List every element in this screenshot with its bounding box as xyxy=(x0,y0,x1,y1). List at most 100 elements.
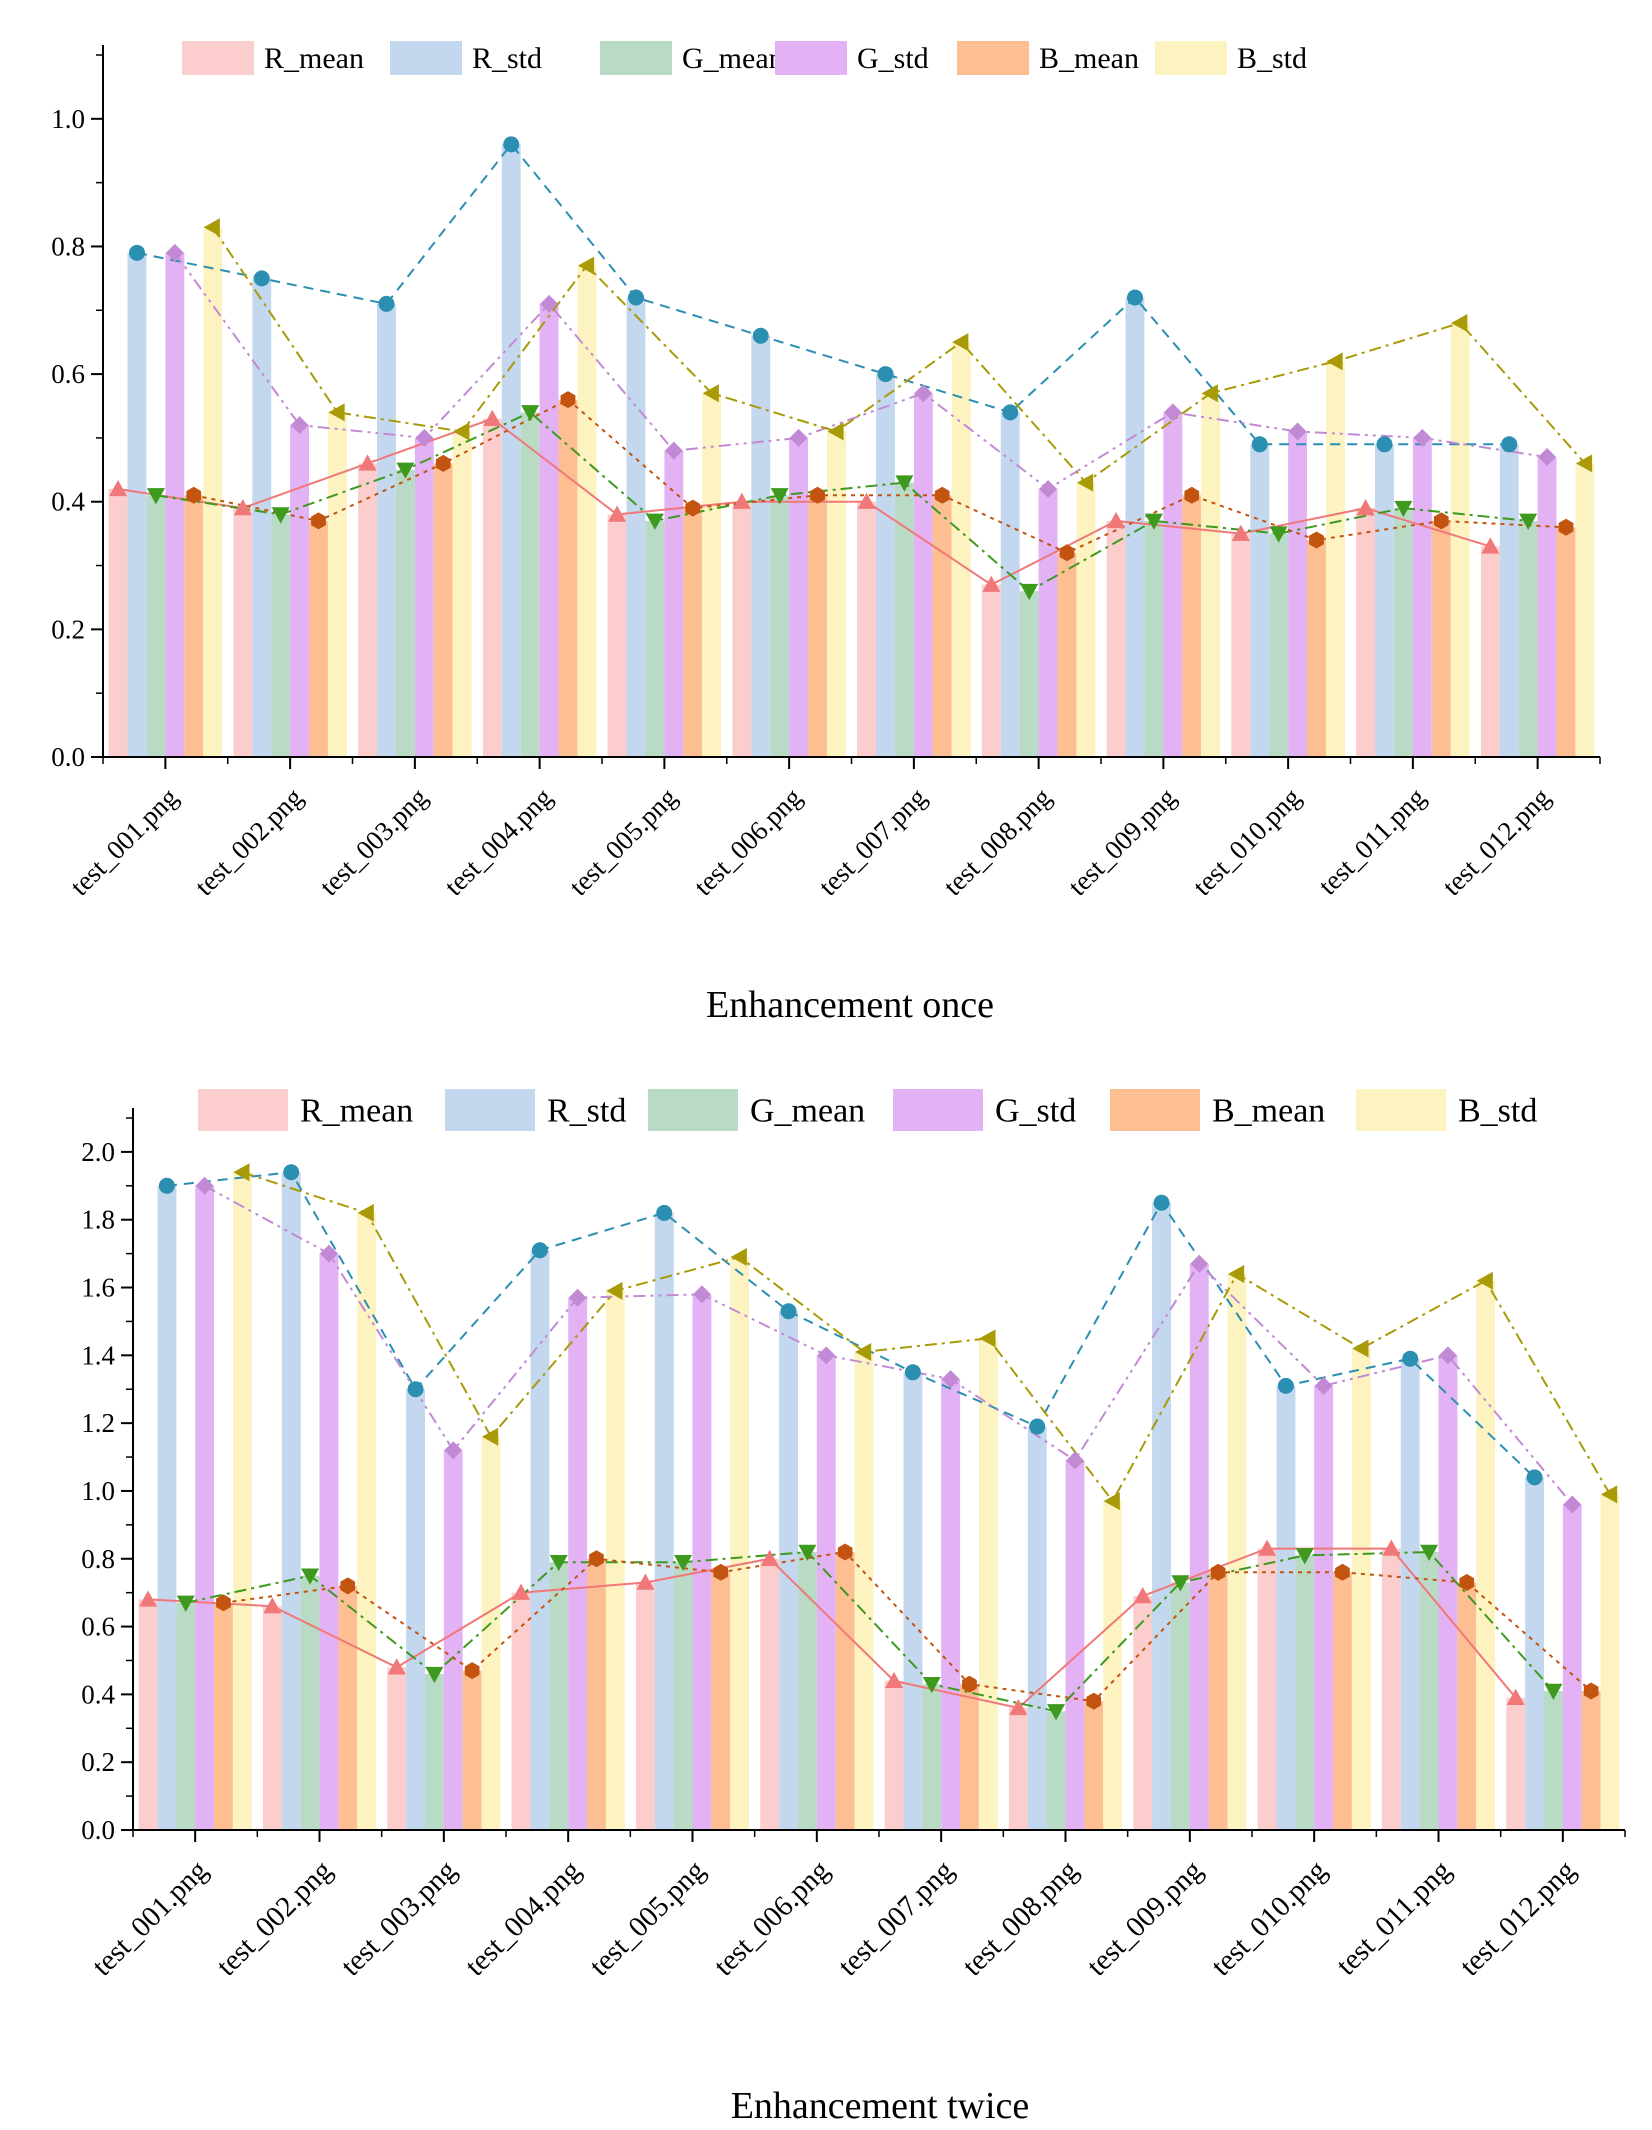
bar-G_mean-11 xyxy=(1394,508,1413,757)
bar-G_std-8 xyxy=(1065,1460,1085,1830)
marker-G_std-11 xyxy=(1413,428,1432,447)
marker-G_mean-3 xyxy=(425,1666,444,1684)
bar-R_std-11 xyxy=(1400,1358,1420,1830)
legend-swatch-R_mean xyxy=(198,1089,288,1131)
marker-R_std-6 xyxy=(752,327,769,344)
line-G_std xyxy=(204,1184,1574,1506)
marker-G_std-2 xyxy=(319,1244,338,1263)
bar-B_mean-5 xyxy=(683,508,703,757)
bar-R_std-10 xyxy=(1250,444,1270,757)
bar-G_mean-7 xyxy=(922,1684,942,1830)
y-tick-label: 0.6 xyxy=(81,1612,115,1642)
bar-G_std-8 xyxy=(1038,489,1058,757)
y-tick-label: 0.0 xyxy=(51,742,85,772)
bar-R_std-11 xyxy=(1375,444,1394,757)
bar-R_std-8 xyxy=(1000,412,1020,757)
marker-B_std-8 xyxy=(1076,473,1094,492)
marker-G_std-9 xyxy=(1163,403,1182,422)
bar-R_std-1 xyxy=(127,252,147,758)
marker-B_std-3 xyxy=(481,1427,499,1446)
bar-B_mean-4 xyxy=(587,1558,606,1830)
axes xyxy=(121,1108,1626,1842)
legend-swatch-G_mean xyxy=(648,1089,738,1131)
marker-B_std-10 xyxy=(1352,1339,1369,1358)
marker-B_std-1 xyxy=(203,218,220,237)
bar-R_mean-11 xyxy=(1356,508,1375,757)
marker-R_mean-3 xyxy=(358,454,377,471)
bar-R_mean-6 xyxy=(732,501,752,757)
bar-R_mean-11 xyxy=(1381,1548,1401,1830)
x-tick-label: test_004.png xyxy=(459,1854,587,1982)
bar-B_mean-12 xyxy=(1581,1691,1601,1830)
bar-R_mean-5 xyxy=(635,1582,655,1830)
bar-G_mean-5 xyxy=(673,1562,693,1830)
bar-B_mean-6 xyxy=(835,1552,855,1830)
y-tick-label: 2.0 xyxy=(81,1137,115,1167)
bar-G_mean-12 xyxy=(1518,520,1538,757)
bar-G_std-12 xyxy=(1537,457,1557,757)
marker-R_mean-1 xyxy=(139,1590,158,1607)
marker-G_std-5 xyxy=(664,441,683,460)
bar-R_std-12 xyxy=(1525,1477,1544,1830)
bar-G_std-4 xyxy=(568,1297,588,1830)
bar-G_std-7 xyxy=(941,1379,961,1830)
marker-B_std-12 xyxy=(1575,454,1593,473)
x-tick-label: test_009.png xyxy=(1062,782,1181,901)
marker-R_mean-5 xyxy=(636,1573,655,1590)
bar-G_mean-1 xyxy=(146,495,166,757)
legend-swatch-G_std xyxy=(775,41,847,75)
marker-R_mean-7 xyxy=(857,492,876,509)
marker-R_mean-7 xyxy=(885,1671,904,1689)
marker-B_mean-7 xyxy=(934,486,950,504)
bar-R_std-12 xyxy=(1499,444,1519,757)
legend-label-B_std: B_std xyxy=(1458,1093,1537,1130)
bar-B_mean-10 xyxy=(1333,1572,1352,1830)
marker-R_std-9 xyxy=(1153,1194,1170,1211)
marker-B_mean-12 xyxy=(1583,1682,1599,1700)
bar-B_mean-12 xyxy=(1556,527,1576,757)
bar-B_std-7 xyxy=(951,342,971,757)
x-tick-label: test_008.png xyxy=(938,782,1057,901)
bar-B_std-7 xyxy=(978,1338,998,1830)
bar-G_std-4 xyxy=(539,303,559,757)
marker-R_std-2 xyxy=(253,270,270,287)
marker-G_mean-11 xyxy=(1394,500,1413,518)
marker-G_std-12 xyxy=(1538,448,1557,467)
marker-R_std-5 xyxy=(656,1204,673,1221)
marker-B_mean-9 xyxy=(1210,1563,1226,1581)
y-tick-labels: 0.0 0.2 0.4 0.6 0.8 1.0 xyxy=(51,104,85,772)
bar-G_std-1 xyxy=(195,1185,215,1830)
marker-R_std-12 xyxy=(1526,1469,1543,1486)
bar-G_std-11 xyxy=(1412,437,1432,757)
marker-G_std-12 xyxy=(1563,1495,1582,1514)
bar-G_mean-6 xyxy=(798,1552,817,1830)
chart-title: Enhancement once xyxy=(706,984,994,1026)
bar-G_std-1 xyxy=(165,252,185,758)
marker-G_mean-12 xyxy=(1519,513,1538,530)
bar-B_mean-9 xyxy=(1182,495,1202,757)
marker-G_std-4 xyxy=(568,1288,587,1307)
bar-G_mean-4 xyxy=(549,1562,569,1830)
bar-G_std-6 xyxy=(816,1355,836,1830)
bar-B_std-12 xyxy=(1575,463,1595,757)
x-tick-label: test_011.png xyxy=(1330,1854,1457,1981)
bar-G_mean-8 xyxy=(1046,1711,1066,1830)
bar-R_std-3 xyxy=(406,1389,425,1830)
bar-G_std-11 xyxy=(1438,1355,1458,1830)
bar-G_std-10 xyxy=(1314,1385,1334,1830)
marker-G_mean-9 xyxy=(1171,1575,1190,1592)
bar-B_std-11 xyxy=(1450,323,1470,757)
marker-B_std-1 xyxy=(233,1163,250,1182)
legend-label-R_std: R_std xyxy=(547,1093,626,1130)
bar-G_mean-2 xyxy=(300,1575,320,1830)
marker-B_std-2 xyxy=(328,403,345,422)
marker-G_mean-7 xyxy=(895,475,914,492)
x-tick-label: test_001.png xyxy=(86,1854,214,1982)
marker-G_std-8 xyxy=(1039,479,1058,498)
x-tick-label: test_006.png xyxy=(708,1854,836,1982)
chart-enhancement-twice: R_mean R_std G_mean G_std B_mean B_std 0.0 0.2… xyxy=(81,1089,1626,2127)
marker-G_mean-8 xyxy=(1047,1704,1066,1721)
marker-R_mean-12 xyxy=(1506,1688,1525,1705)
marker-B_mean-11 xyxy=(1459,1574,1475,1591)
